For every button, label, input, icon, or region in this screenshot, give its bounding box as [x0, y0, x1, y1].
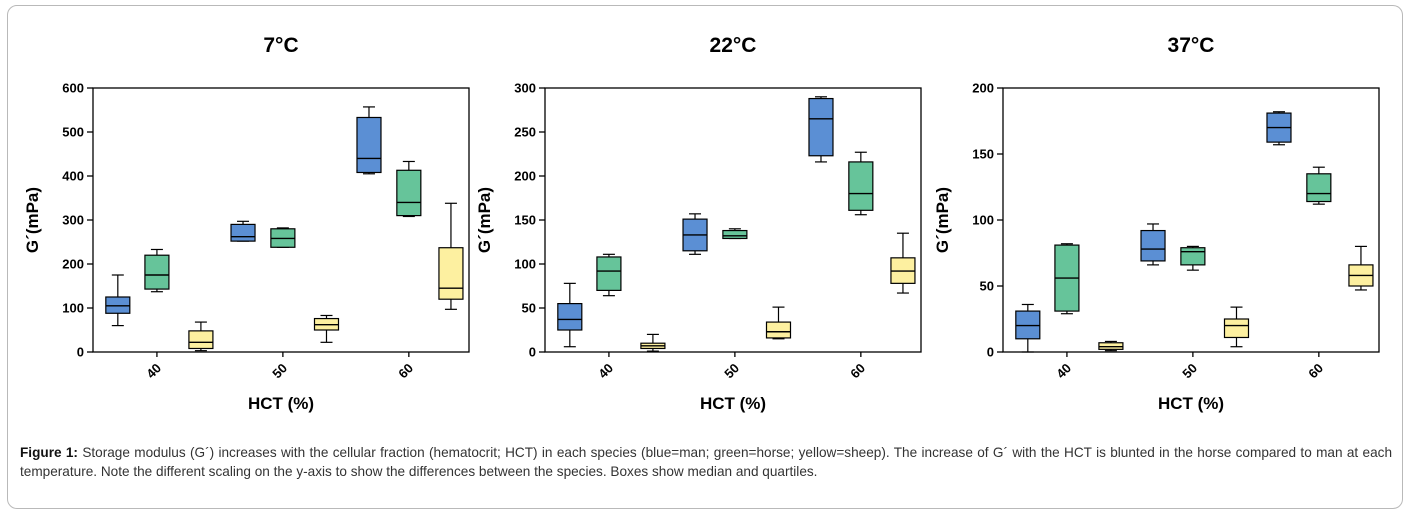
x-axis-label: HCT (%): [700, 394, 766, 413]
x-tick-label: 60: [395, 360, 416, 381]
y-tick-label: 150: [972, 147, 994, 162]
y-tick-label: 0: [987, 345, 994, 360]
box-sheep-50: [1223, 306, 1250, 348]
box-man-50: [230, 220, 256, 242]
box-iqr: [1306, 173, 1332, 203]
caption-text: Storage modulus (G´) increases with the …: [20, 445, 1393, 479]
box-iqr: [1223, 318, 1250, 339]
box-horse-50: [270, 227, 296, 248]
x-tick-label: 60: [1305, 360, 1326, 381]
y-tick-label: 200: [972, 81, 994, 96]
y-tick-label: 150: [514, 213, 536, 228]
y-tick-label: 100: [62, 301, 84, 316]
box-sheep-50: [313, 314, 340, 343]
box-iqr: [230, 223, 256, 242]
box-iqr: [596, 256, 622, 291]
plot-area-border: [1002, 87, 1380, 353]
box-sheep-60: [890, 232, 916, 294]
box-horse-40: [144, 248, 170, 293]
x-tick-label: 50: [721, 360, 742, 381]
y-tick-label: 100: [514, 257, 536, 272]
box-iqr: [396, 169, 422, 217]
y-tick-label: 100: [972, 213, 994, 228]
y-tick-label: 50: [980, 279, 994, 294]
y-tick-label: 0: [77, 345, 84, 360]
y-tick-label: 0: [529, 345, 536, 360]
chart-panel: 37°C 0 50 100 150 200 G´(mPa) 40 50 60 HCT (%): [933, 34, 1380, 413]
plot-area-border: [92, 87, 470, 353]
caption-label: Figure 1:: [20, 445, 78, 460]
x-axis-label: HCT (%): [248, 394, 314, 413]
chart-title: 7°C: [263, 34, 298, 57]
box-iqr: [722, 229, 748, 240]
y-tick-label: 200: [62, 257, 84, 272]
y-tick-label: 250: [514, 125, 536, 140]
box-man-40: [1015, 303, 1041, 353]
x-tick-label: 40: [1053, 360, 1074, 381]
box-man-50: [682, 213, 708, 255]
chart-title: 22°C: [710, 34, 757, 57]
box-man-50: [1140, 223, 1166, 266]
chart-panel: 22°C 0 50 100 150 200 250 300 G´(mPa) 40 50 60 HCT (…: [475, 34, 922, 413]
box-horse-40: [1054, 243, 1080, 315]
box-iqr: [188, 330, 214, 350]
figure-frame: [7, 5, 1403, 509]
y-axis-label: G´(mPa): [475, 187, 494, 253]
box-man-40: [105, 274, 131, 327]
chart-panel: 7°C 0 100 200 300 400 500 600 G´(mPa) 40 50 60 HCT (…: [23, 34, 470, 413]
y-tick-label: 300: [62, 213, 84, 228]
box-iqr: [1140, 229, 1166, 262]
y-tick-label: 50: [522, 301, 536, 316]
box-horse-50: [722, 228, 748, 240]
y-tick-label: 400: [62, 169, 84, 184]
box-iqr: [144, 254, 170, 290]
box-sheep-60: [1348, 245, 1374, 291]
x-tick-label: 40: [143, 360, 164, 381]
figure-caption: Figure 1: Storage modulus (G´) increases…: [20, 443, 1392, 481]
box-horse-60: [1306, 166, 1332, 205]
box-sheep-60: [438, 202, 464, 310]
box-sheep-40: [1098, 340, 1124, 352]
x-tick-label: 50: [269, 360, 290, 381]
x-axis-label: HCT (%): [1158, 394, 1224, 413]
box-horse-60: [848, 151, 874, 216]
y-tick-label: 600: [62, 81, 84, 96]
box-sheep-50: [765, 306, 792, 340]
plot-area-border: [544, 87, 922, 353]
box-horse-50: [1180, 245, 1206, 271]
box-iqr: [438, 247, 464, 300]
box-iqr: [1180, 247, 1206, 266]
y-axis-label: G´(mPa): [933, 187, 952, 253]
y-tick-label: 300: [514, 81, 536, 96]
box-horse-60: [396, 160, 422, 218]
box-iqr: [765, 321, 792, 339]
box-man-40: [557, 282, 583, 348]
box-iqr: [848, 161, 874, 211]
box-man-60: [1266, 111, 1292, 146]
x-tick-label: 40: [595, 360, 616, 381]
box-man-60: [808, 96, 834, 163]
chart-title: 37°C: [1168, 34, 1215, 57]
box-iqr: [557, 303, 583, 331]
box-sheep-40: [640, 333, 666, 352]
y-tick-label: 200: [514, 169, 536, 184]
box-sheep-40: [188, 321, 214, 352]
box-man-60: [356, 106, 382, 175]
box-horse-40: [596, 253, 622, 297]
x-tick-label: 60: [847, 360, 868, 381]
box-iqr: [356, 116, 382, 174]
x-tick-label: 50: [1179, 360, 1200, 381]
box-iqr: [808, 97, 834, 157]
y-axis-label: G´(mPa): [23, 187, 42, 253]
y-tick-label: 500: [62, 125, 84, 140]
